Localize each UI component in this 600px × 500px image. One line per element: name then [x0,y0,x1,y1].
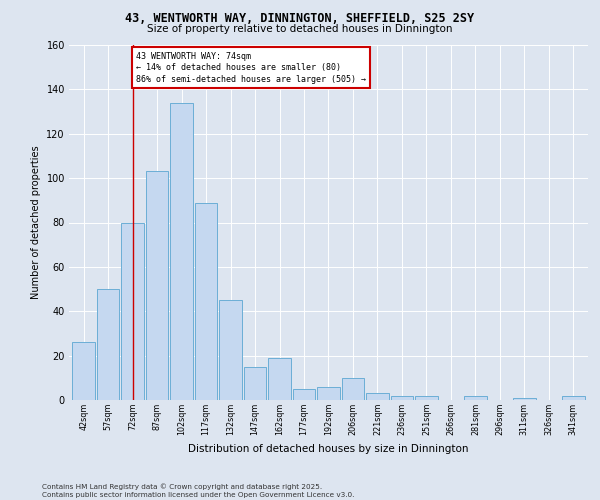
Y-axis label: Number of detached properties: Number of detached properties [31,146,41,300]
Bar [415,396,437,400]
X-axis label: Distribution of detached houses by size in Dinnington: Distribution of detached houses by size … [188,444,469,454]
Text: Size of property relative to detached houses in Dinnington: Size of property relative to detached ho… [147,24,453,34]
Bar [293,389,315,400]
Bar [146,172,169,400]
Bar [244,366,266,400]
Bar [268,358,291,400]
Bar [220,300,242,400]
Text: 43, WENTWORTH WAY, DINNINGTON, SHEFFIELD, S25 2SY: 43, WENTWORTH WAY, DINNINGTON, SHEFFIELD… [125,12,475,26]
Text: Contains HM Land Registry data © Crown copyright and database right 2025.
Contai: Contains HM Land Registry data © Crown c… [42,484,355,498]
Bar [391,396,413,400]
Bar [317,386,340,400]
Bar [562,396,584,400]
Bar [342,378,364,400]
Text: 43 WENTWORTH WAY: 74sqm
← 14% of detached houses are smaller (80)
86% of semi-de: 43 WENTWORTH WAY: 74sqm ← 14% of detache… [136,52,367,84]
Bar [97,289,119,400]
Bar [513,398,536,400]
Bar [170,102,193,400]
Bar [73,342,95,400]
Bar [464,396,487,400]
Bar [121,222,144,400]
Bar [366,394,389,400]
Bar [195,202,217,400]
